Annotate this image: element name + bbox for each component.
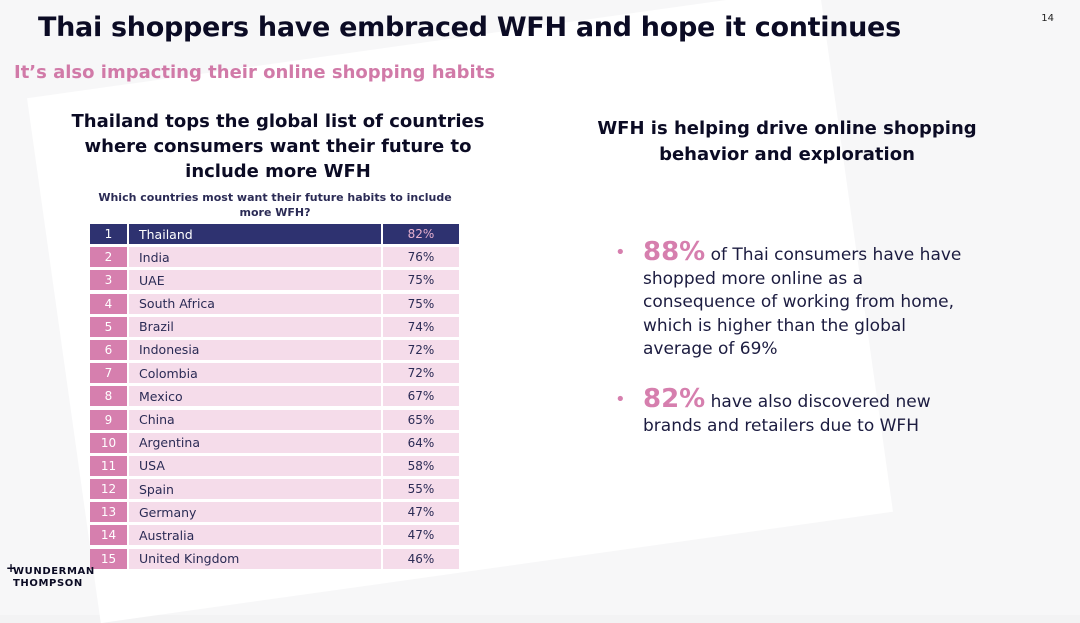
- page-subtitle: It’s also impacting their online shoppin…: [14, 62, 496, 83]
- percentage-cell: 55%: [383, 479, 459, 500]
- page-title: Thai shoppers have embraced WFH and hope…: [38, 12, 901, 43]
- table-row: 2 India 76%: [90, 247, 459, 268]
- bullet-body: of Thai consumers have have shopped more…: [643, 245, 962, 359]
- rank-cell: 4: [90, 293, 127, 314]
- page-number: 14: [1041, 13, 1054, 24]
- percentage-cell: 75%: [383, 293, 459, 314]
- rank-cell: 1: [90, 224, 127, 244]
- bullet-dot-icon: •: [615, 242, 626, 263]
- table-question: Which countries most want their future h…: [98, 191, 452, 219]
- rank-cell: 3: [90, 270, 127, 291]
- table-row: 14 Australia 47%: [90, 525, 459, 546]
- rank-cell: 5: [90, 316, 127, 337]
- country-cell: Spain: [129, 479, 381, 500]
- rank-cell: 2: [90, 247, 127, 268]
- country-cell: Thailand: [129, 224, 381, 244]
- bullet-text: 88% of Thai consumers have have shopped …: [643, 239, 965, 362]
- country-cell: USA: [129, 455, 381, 476]
- bullet-point: • 88% of Thai consumers have have shoppe…: [615, 239, 965, 362]
- rank-cell: 10: [90, 432, 127, 453]
- percentage-cell: 72%: [383, 363, 459, 384]
- rank-cell: 15: [90, 548, 127, 569]
- percentage-cell: 46%: [383, 548, 459, 569]
- rank-cell: 13: [90, 502, 127, 523]
- country-cell: Germany: [129, 502, 381, 523]
- table-row: 1 Thailand 82%: [90, 224, 459, 244]
- percentage-cell: 47%: [383, 525, 459, 546]
- country-cell: South Africa: [129, 293, 381, 314]
- table-row: 10 Argentina 64%: [90, 432, 459, 453]
- right-section-heading: WFH is helping drive online shopping beh…: [597, 118, 977, 165]
- brand-logo: + WUNDERMAN THOMPSON: [6, 562, 95, 590]
- country-cell: Brazil: [129, 316, 381, 337]
- percentage-cell: 82%: [383, 224, 459, 244]
- bullet-text: 82% have also discovered new brands and …: [643, 386, 965, 438]
- percentage-cell: 72%: [383, 339, 459, 360]
- country-cell: Australia: [129, 525, 381, 546]
- plus-icon: +: [6, 561, 17, 575]
- rank-cell: 14: [90, 525, 127, 546]
- rank-cell: 12: [90, 479, 127, 500]
- country-cell: Mexico: [129, 386, 381, 407]
- table-row: 15 United Kingdom 46%: [90, 548, 459, 569]
- left-section-heading: Thailand tops the global list of countri…: [71, 111, 485, 182]
- rank-cell: 11: [90, 455, 127, 476]
- table-row: 13 Germany 47%: [90, 502, 459, 523]
- bullet-point: • 82% have also discovered new brands an…: [615, 386, 965, 438]
- table-row: 7 Colombia 72%: [90, 363, 459, 384]
- table-row: 4 South Africa 75%: [90, 293, 459, 314]
- percentage-cell: 75%: [383, 270, 459, 291]
- ranking-table: 1 Thailand 82% 2 India 76% 3 UAE 75% 4 South Afric…: [90, 224, 459, 572]
- logo-line-2: THOMPSON: [13, 578, 83, 589]
- table-row: 9 China 65%: [90, 409, 459, 430]
- country-cell: Argentina: [129, 432, 381, 453]
- country-cell: United Kingdom: [129, 548, 381, 569]
- percentage-cell: 74%: [383, 316, 459, 337]
- country-cell: Indonesia: [129, 339, 381, 360]
- percentage-cell: 58%: [383, 455, 459, 476]
- table-row: 11 USA 58%: [90, 455, 459, 476]
- rank-cell: 8: [90, 386, 127, 407]
- percentage-cell: 64%: [383, 432, 459, 453]
- bullet-stat: 82%: [643, 384, 706, 414]
- percentage-cell: 47%: [383, 502, 459, 523]
- bullet-dot-icon: •: [615, 389, 626, 410]
- percentage-cell: 76%: [383, 247, 459, 268]
- rank-cell: 6: [90, 339, 127, 360]
- bullet-body: have also discovered new brands and reta…: [643, 392, 931, 436]
- table-row: 12 Spain 55%: [90, 479, 459, 500]
- bullet-stat: 88%: [643, 237, 706, 267]
- country-cell: China: [129, 409, 381, 430]
- table-row: 6 Indonesia 72%: [90, 339, 459, 360]
- percentage-cell: 67%: [383, 386, 459, 407]
- country-cell: UAE: [129, 270, 381, 291]
- logo-line-1: WUNDERMAN: [13, 566, 95, 577]
- rank-cell: 9: [90, 409, 127, 430]
- percentage-cell: 65%: [383, 409, 459, 430]
- table-row: 8 Mexico 67%: [90, 386, 459, 407]
- table-row: 3 UAE 75%: [90, 270, 459, 291]
- country-cell: Colombia: [129, 363, 381, 384]
- table-row: 5 Brazil 74%: [90, 316, 459, 337]
- rank-cell: 7: [90, 363, 127, 384]
- country-cell: India: [129, 247, 381, 268]
